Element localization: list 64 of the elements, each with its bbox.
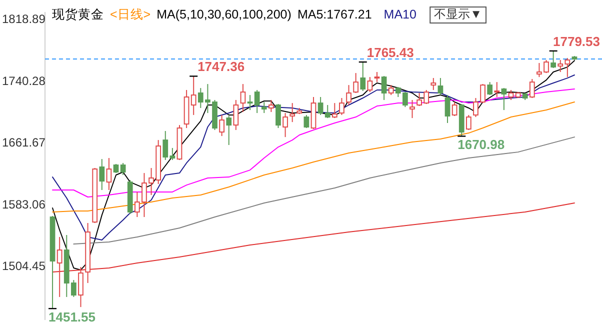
candlestick xyxy=(99,158,105,190)
candlestick xyxy=(367,76,373,93)
candlestick xyxy=(360,62,366,92)
y-tick-label: 1583.06 xyxy=(2,197,46,212)
candlestick xyxy=(353,72,359,94)
candlestick xyxy=(268,99,274,112)
candlestick xyxy=(444,94,450,124)
candlestick xyxy=(324,104,330,119)
y-tick-label: 1740.28 xyxy=(2,74,46,88)
candlestick xyxy=(332,102,338,119)
line-series xyxy=(52,60,575,270)
annotation: 1765.43 xyxy=(366,45,414,60)
candlestick xyxy=(487,82,493,96)
y-tick-label: 1661.67 xyxy=(2,136,46,150)
candlestick xyxy=(106,158,112,190)
candlestick xyxy=(318,96,324,116)
chart-subtitle: <日线> xyxy=(110,7,151,22)
annotation: MA(5,10,30,60,100,200) xyxy=(156,7,292,22)
candlestick xyxy=(381,76,387,100)
line-series xyxy=(52,202,575,273)
annotation: 1779.53 xyxy=(553,34,600,49)
text: MA5:1767.21 xyxy=(297,7,372,22)
line-series xyxy=(52,88,575,198)
y-tick-label: 1818.89 xyxy=(2,12,46,26)
candlestick xyxy=(226,116,232,146)
line-series xyxy=(73,136,575,245)
chart-title: 现货黄金 xyxy=(52,7,104,22)
candlestick xyxy=(374,72,380,83)
candlestick xyxy=(290,102,296,123)
candlestick xyxy=(410,99,415,119)
annotation: 1451.55 xyxy=(48,310,96,325)
candlestick xyxy=(438,77,444,96)
annotation: 1670.98 xyxy=(458,137,505,152)
candlestick xyxy=(240,84,246,112)
candlestick xyxy=(254,90,260,114)
candlestick xyxy=(304,114,310,129)
candlestick xyxy=(56,236,62,298)
candlestick xyxy=(388,84,394,96)
line-series xyxy=(52,74,575,241)
candlestick xyxy=(282,112,288,138)
candlestick xyxy=(247,94,253,111)
candlestick xyxy=(508,90,514,100)
candlestick xyxy=(494,82,500,98)
annotation: 1747.36 xyxy=(198,59,245,74)
candlestick xyxy=(346,84,352,106)
candlestick xyxy=(501,88,507,111)
candlestick xyxy=(78,266,84,308)
candlestick xyxy=(219,114,224,137)
line-series xyxy=(52,102,575,212)
candlestick xyxy=(120,162,126,176)
candlestick xyxy=(339,98,344,116)
candlestick xyxy=(452,102,458,116)
candlestick xyxy=(190,76,196,116)
candlestick xyxy=(113,163,119,174)
candlestick xyxy=(233,99,239,130)
candlestick xyxy=(529,78,535,99)
candlestick xyxy=(430,77,436,90)
candlestick xyxy=(261,102,267,114)
candlestick xyxy=(550,50,556,69)
candlestick xyxy=(276,103,281,129)
annotation: 不显示▼ xyxy=(434,7,482,22)
text: MA10 xyxy=(384,7,416,22)
candlestick xyxy=(466,114,472,130)
y-tick-label: 1504.45 xyxy=(2,259,46,274)
